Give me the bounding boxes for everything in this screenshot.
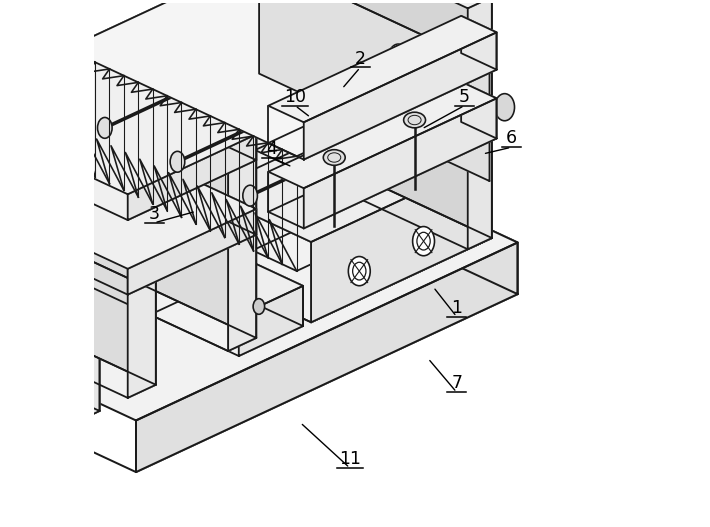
Polygon shape — [65, 120, 256, 235]
Polygon shape — [128, 209, 256, 295]
Polygon shape — [468, 0, 492, 249]
Polygon shape — [239, 286, 303, 356]
Polygon shape — [0, 120, 256, 269]
Polygon shape — [386, 108, 492, 238]
Ellipse shape — [1, 291, 21, 318]
Polygon shape — [311, 158, 492, 323]
Polygon shape — [151, 245, 303, 316]
Polygon shape — [0, 115, 99, 216]
Polygon shape — [279, 58, 492, 238]
Ellipse shape — [97, 118, 112, 138]
Polygon shape — [259, 0, 489, 181]
Ellipse shape — [349, 257, 370, 286]
Ellipse shape — [413, 227, 435, 256]
Ellipse shape — [323, 150, 345, 165]
Polygon shape — [204, 108, 492, 242]
Polygon shape — [311, 158, 492, 323]
Ellipse shape — [43, 275, 59, 297]
Polygon shape — [461, 16, 496, 70]
Polygon shape — [75, 204, 99, 422]
Ellipse shape — [459, 112, 478, 136]
Polygon shape — [0, 127, 518, 421]
Polygon shape — [304, 99, 496, 228]
Polygon shape — [0, 89, 155, 385]
Ellipse shape — [43, 361, 59, 383]
Polygon shape — [255, 0, 492, 8]
Ellipse shape — [170, 151, 185, 172]
Text: 10: 10 — [284, 87, 306, 105]
Ellipse shape — [1, 377, 21, 405]
Text: 4: 4 — [266, 140, 277, 158]
Polygon shape — [268, 16, 496, 122]
Text: 11: 11 — [339, 450, 361, 468]
Ellipse shape — [388, 44, 408, 71]
Polygon shape — [66, 0, 489, 156]
Text: 3: 3 — [148, 205, 160, 223]
Polygon shape — [270, 127, 518, 294]
Ellipse shape — [253, 299, 265, 314]
Ellipse shape — [243, 185, 258, 206]
Ellipse shape — [403, 112, 425, 128]
Text: 5: 5 — [459, 87, 470, 105]
Polygon shape — [65, 42, 256, 338]
Polygon shape — [268, 82, 496, 188]
Polygon shape — [214, 245, 303, 326]
Polygon shape — [279, 0, 492, 238]
Text: 2: 2 — [355, 50, 366, 67]
Polygon shape — [228, 131, 256, 351]
Polygon shape — [461, 82, 496, 139]
Text: 1: 1 — [451, 299, 462, 317]
Polygon shape — [0, 45, 256, 194]
Polygon shape — [99, 58, 492, 242]
Polygon shape — [128, 134, 256, 220]
Polygon shape — [128, 178, 155, 398]
Polygon shape — [65, 45, 256, 160]
Text: 6: 6 — [506, 129, 517, 148]
Polygon shape — [0, 115, 99, 411]
Ellipse shape — [353, 62, 371, 87]
Polygon shape — [0, 89, 155, 191]
Polygon shape — [136, 242, 518, 472]
Polygon shape — [37, 42, 256, 144]
Polygon shape — [304, 32, 496, 160]
Text: 7: 7 — [451, 374, 462, 393]
Ellipse shape — [495, 94, 515, 121]
